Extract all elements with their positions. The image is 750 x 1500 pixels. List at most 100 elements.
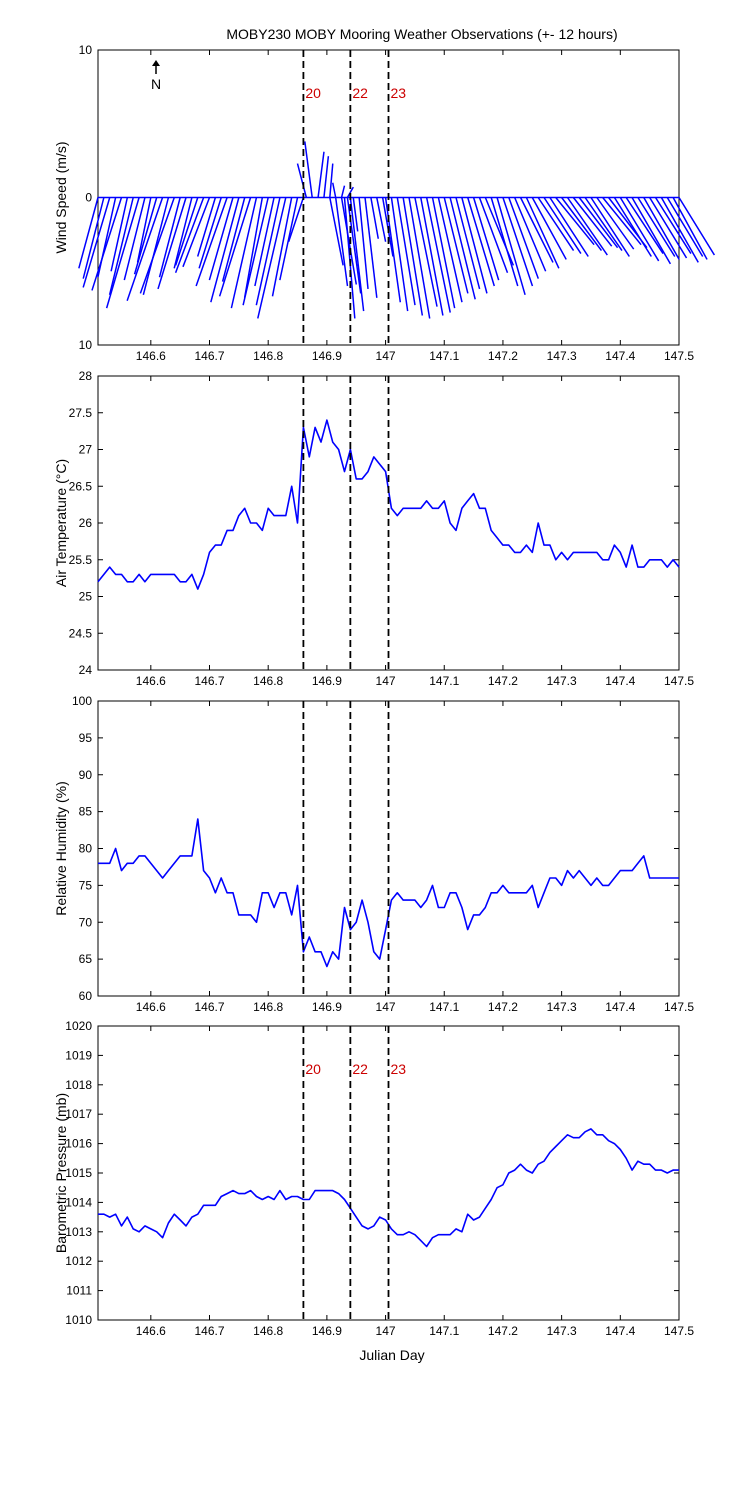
panel-3: 146.6 146.7 146.8 146.9 147 147.1 147.2 147.3 14… <box>53 1019 694 1338</box>
wind-stick <box>590 197 630 257</box>
x-tick-label: 147.4 <box>605 674 635 688</box>
wind-stick <box>508 197 540 279</box>
x-tick-label: 147.1 <box>429 1324 459 1338</box>
wind-stick <box>364 197 378 298</box>
wind-stick <box>242 197 269 306</box>
wind-stick <box>157 197 187 290</box>
wind-stick <box>672 197 708 260</box>
wind-stick <box>346 197 362 294</box>
y-tick-label: 70 <box>79 915 93 929</box>
wind-stick <box>329 163 334 198</box>
x-tick-label: 146.6 <box>136 674 166 688</box>
wind-stick <box>619 197 660 262</box>
wind-stick <box>340 185 346 198</box>
y-tick-label: 80 <box>79 842 93 856</box>
wind-stick <box>420 197 444 316</box>
x-tick-label: 147.3 <box>547 349 577 363</box>
wind-stick <box>230 197 258 309</box>
wind-stick <box>108 197 134 296</box>
y-axis-label: Barometric Pressure (mb) <box>53 1093 69 1253</box>
wind-stick <box>537 197 575 252</box>
x-tick-label: 147.4 <box>605 1000 635 1014</box>
wind-stick <box>490 197 519 287</box>
y-tick-label: 26 <box>79 516 93 530</box>
wind-stick <box>158 197 181 278</box>
y-tick-label: 24.5 <box>69 626 93 640</box>
wind-stick <box>208 197 234 281</box>
wind-stick <box>82 197 111 288</box>
y-tick-label: 28 <box>79 369 93 383</box>
wind-stick <box>323 156 330 198</box>
x-tick-label: 146.7 <box>194 1000 224 1014</box>
wind-stick <box>376 197 387 242</box>
x-tick-label: 147.3 <box>547 674 577 688</box>
x-tick-label: 146.7 <box>194 349 224 363</box>
wind-stick <box>414 197 438 307</box>
wind-stick <box>654 197 692 254</box>
x-tick-label: 146.9 <box>312 349 342 363</box>
wind-stick <box>596 197 635 250</box>
y-tick-label: 85 <box>79 805 93 819</box>
panel-2: 146.6 146.7 146.8 146.9 147 147.1 147.2 147.3 14… <box>53 694 694 1014</box>
y-tick-label: 75 <box>79 878 93 892</box>
x-tick-label: 147.5 <box>664 349 694 363</box>
x-tick-label: 146.8 <box>253 349 283 363</box>
event-label: 22 <box>352 1061 368 1077</box>
x-tick-label: 147.3 <box>547 1000 577 1014</box>
wind-stick <box>82 197 105 279</box>
y-axis-label: Wind Speed (m/s) <box>53 141 69 253</box>
x-tick-label: 147.5 <box>664 1324 694 1338</box>
wind-stick <box>110 197 129 272</box>
wind-stick <box>257 197 287 319</box>
wind-stick <box>625 197 664 254</box>
event-label: 20 <box>305 1061 321 1077</box>
wind-stick <box>174 197 205 273</box>
wind-stick <box>358 197 369 290</box>
y-tick-label: 1010 <box>65 1313 92 1327</box>
wind-stick <box>304 141 313 198</box>
wind-stick <box>478 197 509 273</box>
x-tick-label: 147.3 <box>547 1324 577 1338</box>
wind-stick <box>467 197 495 287</box>
x-tick-label: 147 <box>376 674 396 688</box>
x-tick-label: 147.1 <box>429 1000 459 1014</box>
y-tick-label: 25.5 <box>69 553 93 567</box>
x-tick-label: 147 <box>376 1000 396 1014</box>
wind-stick <box>525 197 560 269</box>
wind-stick <box>496 197 526 296</box>
wind-stick <box>602 197 642 246</box>
wind-stick <box>352 197 359 232</box>
wind-stick <box>649 197 688 259</box>
wind-stick <box>349 197 365 312</box>
wind-stick <box>660 197 699 263</box>
wind-stick <box>317 151 325 198</box>
wind-stick <box>195 197 228 287</box>
wind-stick <box>346 186 354 198</box>
wind-stick <box>254 197 275 287</box>
x-tick-label: 146.9 <box>312 674 342 688</box>
wind-stick <box>578 197 619 249</box>
x-tick-label: 147.2 <box>488 674 518 688</box>
y-tick-label: 65 <box>79 952 93 966</box>
x-tick-label: 146.6 <box>136 349 166 363</box>
y-tick-label: 1020 <box>65 1019 92 1033</box>
x-tick-label: 146.6 <box>136 1324 166 1338</box>
y-tick-label: 60 <box>79 989 93 1003</box>
y-tick-label: 1017 <box>65 1107 92 1121</box>
y-tick-label: 90 <box>79 768 93 782</box>
y-tick-label: 100 <box>72 694 92 708</box>
wind-stick <box>279 197 299 281</box>
y-tick-label: 1013 <box>65 1225 92 1239</box>
x-tick-label: 146.7 <box>194 1324 224 1338</box>
wind-stick <box>572 197 613 247</box>
y-tick-label: 27 <box>79 443 93 457</box>
wind-stick <box>287 197 305 242</box>
wind-stick <box>455 197 481 290</box>
wind-stick <box>549 197 589 257</box>
wind-stick <box>449 197 476 300</box>
wind-stick <box>431 197 456 309</box>
x-tick-label: 146.9 <box>312 1000 342 1014</box>
x-tick-label: 146.8 <box>253 674 283 688</box>
wind-stick <box>218 197 252 297</box>
x-tick-label: 147.4 <box>605 349 635 363</box>
